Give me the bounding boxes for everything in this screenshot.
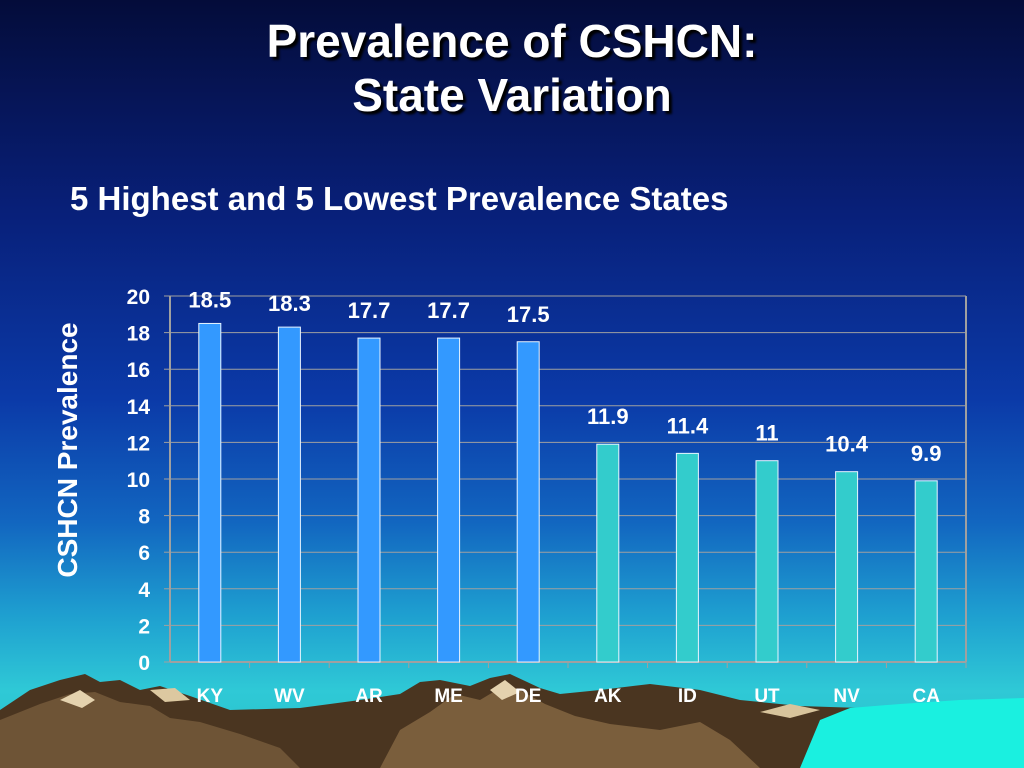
y-tick-label: 4 (138, 579, 150, 602)
x-tick-label: CA (912, 686, 940, 707)
y-tick-label: 0 (138, 652, 150, 675)
x-tick-label: ME (434, 686, 463, 707)
bar-ak (596, 443, 620, 663)
y-tick-label: 12 (127, 432, 150, 455)
x-tick-label: ID (678, 686, 697, 707)
bar-ca (914, 480, 938, 663)
data-label: 11.9 (587, 404, 629, 429)
y-tick-label: 10 (127, 469, 150, 492)
data-label: 17.7 (427, 298, 470, 323)
y-tick-label: 18 (127, 323, 151, 346)
x-tick-label: AK (594, 686, 622, 707)
y-tick-label: 2 (138, 615, 150, 638)
x-tick-label: UT (754, 686, 780, 707)
data-label: 11.4 (667, 413, 709, 438)
bar-ut (755, 460, 779, 663)
data-label: 9.9 (911, 441, 942, 466)
data-label: 17.5 (507, 302, 550, 327)
y-tick-label: 14 (127, 396, 151, 419)
chart-subtitle: 5 Highest and 5 Lowest Prevalence States (70, 180, 729, 217)
x-tick-label: AR (355, 686, 383, 707)
y-tick-label: 20 (127, 286, 150, 309)
x-tick-label: DE (515, 686, 541, 707)
bar-ky (198, 322, 222, 663)
data-label: 17.7 (348, 298, 391, 323)
y-tick-label: 16 (127, 359, 150, 382)
x-tick-label: KY (197, 686, 224, 707)
mountain-landscape (0, 674, 1024, 768)
x-tick-label: WV (274, 686, 305, 707)
title-line-1: Prevalence of CSHCN: (266, 15, 758, 67)
y-tick-label: 8 (138, 506, 150, 529)
slide-title: Prevalence of CSHCN: State Variation (0, 14, 1024, 122)
title-line-2: State Variation (352, 69, 672, 121)
bar-ar (357, 337, 381, 663)
y-tick-label: 6 (138, 542, 150, 565)
bar-wv (277, 326, 301, 663)
bar-de (516, 341, 540, 663)
data-label: 11 (755, 421, 778, 446)
data-label: 18.5 (188, 287, 231, 312)
bar-nv (835, 471, 859, 663)
bar-me (437, 337, 461, 663)
data-label: 10.4 (825, 432, 869, 457)
x-tick-label: NV (833, 686, 860, 707)
data-label: 18.3 (268, 291, 311, 316)
bar-id (675, 452, 699, 663)
